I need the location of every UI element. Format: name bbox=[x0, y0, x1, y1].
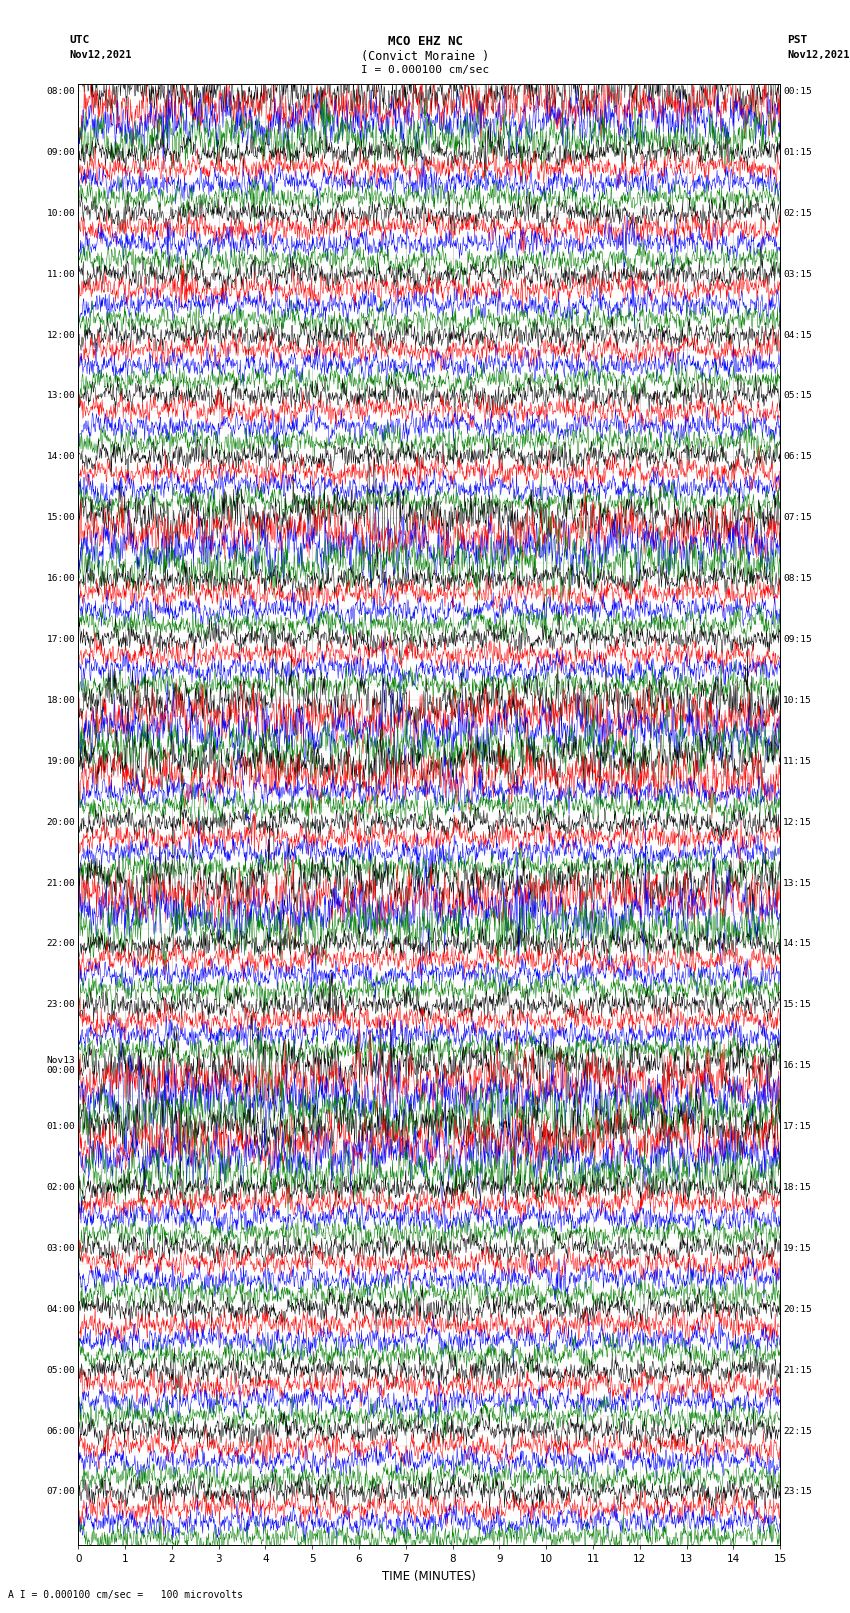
Text: Nov12,2021: Nov12,2021 bbox=[787, 50, 850, 60]
Text: I = 0.000100 cm/sec: I = 0.000100 cm/sec bbox=[361, 65, 489, 74]
Text: MCO EHZ NC: MCO EHZ NC bbox=[388, 35, 462, 48]
Text: (Convict Moraine ): (Convict Moraine ) bbox=[361, 50, 489, 63]
Text: A I = 0.000100 cm/sec =   100 microvolts: A I = 0.000100 cm/sec = 100 microvolts bbox=[8, 1590, 243, 1600]
Text: Nov12,2021: Nov12,2021 bbox=[70, 50, 133, 60]
Text: PST: PST bbox=[787, 35, 808, 45]
X-axis label: TIME (MINUTES): TIME (MINUTES) bbox=[382, 1569, 476, 1582]
Text: UTC: UTC bbox=[70, 35, 90, 45]
